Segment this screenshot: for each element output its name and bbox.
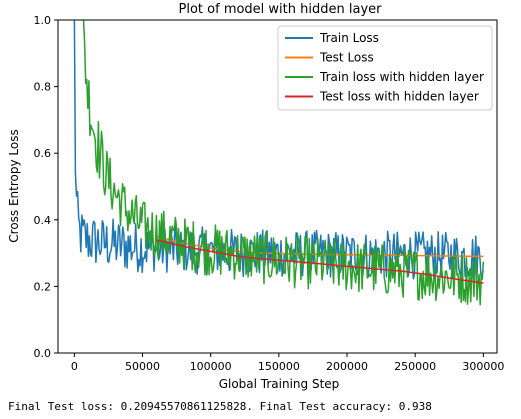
x-tick-label: 200000	[326, 360, 368, 373]
x-tick-label: 0	[71, 360, 78, 373]
legend-label: Train loss with hidden layer	[319, 70, 484, 84]
legend-box	[277, 25, 493, 111]
plot-area-frame	[57, 19, 498, 354]
x-tick-label: 50000	[125, 360, 160, 373]
y-axis: 0.0 0.2 0.4 0.6 0.8 1.0	[34, 14, 58, 360]
chart-title: Plot of model with hidden layer	[179, 2, 383, 17]
loss-chart: Plot of model with hidden layer 0 50000 10…	[7, 2, 504, 391]
x-axis-label: Global Training Step	[219, 377, 340, 391]
y-tick-label: 0.4	[34, 214, 52, 227]
x-tick-label: 250000	[394, 360, 436, 373]
y-tick-label: 0.0	[34, 347, 52, 360]
y-tick-label: 1.0	[34, 14, 52, 27]
x-tick-label: 300000	[462, 360, 504, 373]
series-line-test-loss-with-hidden-layer	[156, 239, 484, 284]
series-line-train-loss	[73, 20, 485, 281]
y-tick-label: 0.8	[34, 81, 52, 94]
series-line-train-loss-with-hidden-layer	[82, 20, 485, 306]
y-axis-label: Cross Entropy Loss	[7, 129, 21, 242]
y-tick-label: 0.6	[34, 147, 52, 160]
x-tick-label: 150000	[258, 360, 300, 373]
legend-label: Test Loss	[319, 51, 374, 65]
legend-label: Train Loss	[319, 31, 379, 45]
x-axis: 0 50000 100000 150000 200000 250000 300000	[71, 353, 504, 373]
x-tick-label: 100000	[190, 360, 232, 373]
legend-label: Test loss with hidden layer	[319, 90, 479, 104]
y-tick-label: 0.2	[34, 280, 52, 293]
cell-output-text: Final Test loss: 0.20945570861125828. Fi…	[8, 400, 432, 413]
legend: Train Loss Test Loss Train loss with hidde…	[277, 25, 493, 111]
